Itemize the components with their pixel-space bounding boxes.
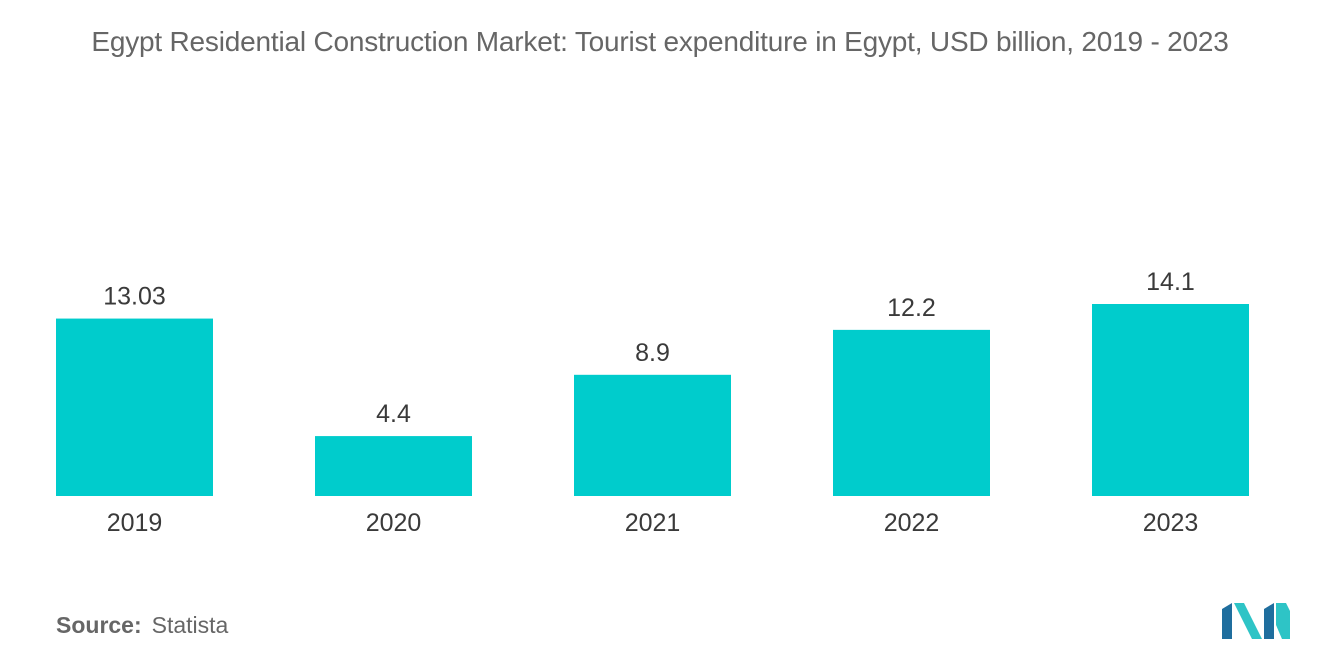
x-tick-label-2023: 2023 — [1143, 509, 1199, 537]
bar-2019 — [56, 318, 213, 496]
x-axis-tick-labels: 2019 2020 2021 2022 2023 — [107, 509, 1199, 537]
data-label-2020: 4.4 — [376, 400, 411, 428]
bars-layer — [56, 304, 1249, 496]
data-label-2023: 14.1 — [1146, 268, 1195, 296]
x-tick-label-2020: 2020 — [366, 509, 422, 537]
bar-2022 — [833, 329, 990, 496]
x-tick-label-2019: 2019 — [107, 509, 163, 537]
data-label-2019: 13.03 — [103, 283, 166, 311]
mordor-intelligence-logo-icon — [1222, 603, 1290, 639]
chart-title: Egypt Residential Construction Market: T… — [91, 26, 1229, 57]
source-value: Statista — [151, 612, 229, 638]
bar-2021 — [574, 374, 731, 496]
value-labels-layer: 13.03 4.4 8.9 12.2 14.1 — [103, 268, 1195, 428]
x-tick-label-2022: 2022 — [884, 509, 940, 537]
bar-2023 — [1092, 304, 1249, 496]
data-label-2021: 8.9 — [635, 339, 670, 367]
source-note: Source: Statista — [56, 612, 228, 639]
data-label-2022: 12.2 — [887, 294, 936, 322]
source-label: Source: — [56, 612, 142, 638]
x-tick-label-2021: 2021 — [625, 509, 681, 537]
bar-2020 — [315, 436, 472, 496]
